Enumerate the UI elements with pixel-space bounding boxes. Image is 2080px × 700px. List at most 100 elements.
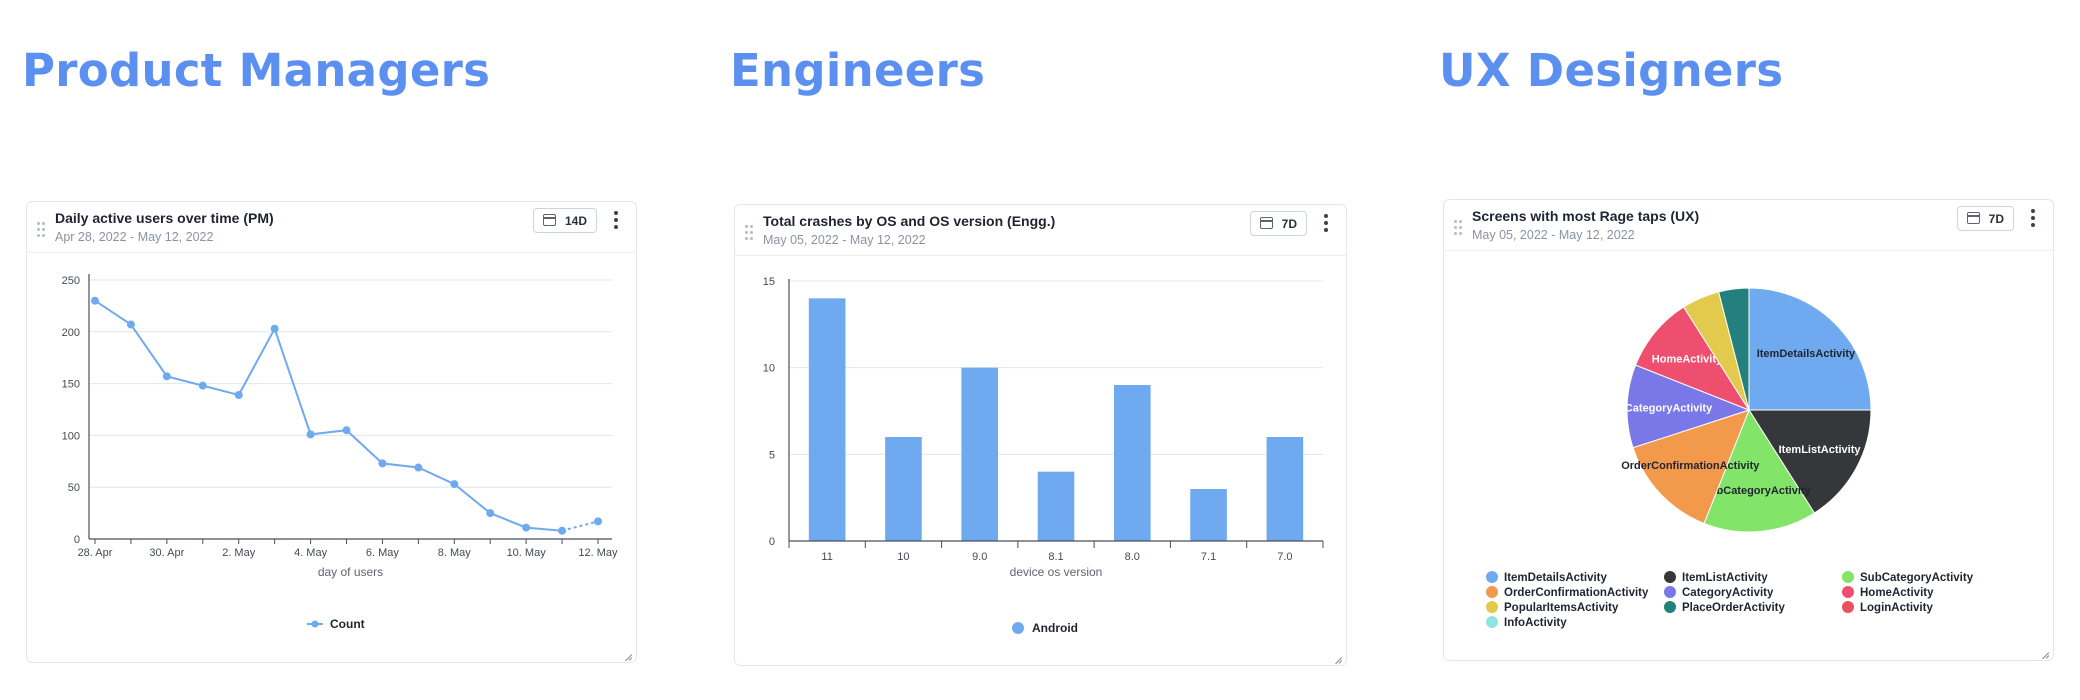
range-7d-button[interactable]: 7D <box>1956 206 2014 231</box>
legend-marker-icon <box>1486 586 1498 598</box>
range-7d-button[interactable]: 7D <box>1249 211 1307 236</box>
range-14d-button[interactable]: 14D <box>532 208 597 233</box>
bar-8.0 <box>1113 385 1151 541</box>
drag-handle-icon[interactable] <box>745 225 755 241</box>
range-label: 7D <box>1281 216 1297 231</box>
legend-marker-icon <box>1486 616 1498 628</box>
bar-7.0 <box>1266 437 1304 541</box>
y-tick-label: 250 <box>62 275 80 287</box>
bar-8.1 <box>1037 471 1075 541</box>
section-title-product-managers: Product Managers <box>22 44 491 97</box>
card-title: Total crashes by OS and OS version (Engg… <box>763 213 1056 229</box>
data-point <box>198 381 207 390</box>
calendar-icon <box>1259 217 1273 229</box>
y-tick-label: 150 <box>62 379 80 391</box>
x-tick-label: 28. Apr <box>78 547 113 559</box>
pie-slice-label: OrderConfirmationActivity <box>1621 460 1760 472</box>
pie-slice-label: CategoryActivity <box>1625 402 1713 414</box>
x-tick-label: 12. May <box>578 547 618 559</box>
x-tick-label: 6. May <box>366 547 400 559</box>
y-tick-label: 50 <box>68 482 80 494</box>
x-tick-label: 8.1 <box>1048 551 1063 563</box>
card-date-range: May 05, 2022 - May 12, 2022 <box>763 233 926 247</box>
y-tick-label: 100 <box>62 430 80 442</box>
pie-chart: ItemDetailsActivity ItemListActivity SubCa… <box>1486 287 1974 629</box>
card-header: Total crashes by OS and OS version (Engg… <box>735 205 1346 256</box>
data-point <box>414 463 423 472</box>
x-tick-label: 10. May <box>507 547 547 559</box>
y-tick-label: 0 <box>74 534 80 546</box>
series-line-dashed-segment <box>561 520 599 532</box>
card-title: Daily active users over time (PM) <box>55 210 274 226</box>
pie-slice-CategoryActivity <box>1626 364 1751 449</box>
bar-9.0 <box>961 367 999 541</box>
data-point <box>91 296 99 305</box>
card-title: Screens with most Rage taps (UX) <box>1472 208 1700 224</box>
legend-marker-icon <box>311 620 319 628</box>
data-point <box>486 509 495 518</box>
x-tick-label: 8.0 <box>1125 551 1140 563</box>
legend-label: ItemListActivity <box>1682 572 1768 584</box>
more-options-icon[interactable] <box>2027 208 2039 230</box>
x-tick-label: 2. May <box>222 547 256 559</box>
legend-label: InfoActivity <box>1504 617 1567 629</box>
more-options-icon[interactable] <box>610 210 622 232</box>
legend-label: CategoryActivity <box>1682 587 1774 599</box>
legend-label: ItemDetailsActivity <box>1504 572 1608 584</box>
resize-handle-icon[interactable] <box>623 649 632 658</box>
card-header: Daily active users over time (PM) Apr 28… <box>27 202 636 253</box>
data-point <box>126 320 135 329</box>
drag-handle-icon[interactable] <box>1454 220 1464 236</box>
legend-label: Android <box>1032 621 1078 635</box>
pie-slice-label: HomeActivity <box>1652 354 1723 366</box>
x-tick-label: 30. Apr <box>149 547 184 559</box>
legend-marker-icon <box>1842 586 1854 598</box>
drag-handle-icon[interactable] <box>37 222 47 238</box>
resize-handle-icon[interactable] <box>2040 647 2049 656</box>
data-point <box>270 324 279 333</box>
card-total-crashes: Total crashes by OS and OS version (Engg… <box>734 204 1347 666</box>
legend-marker-icon <box>1842 601 1854 613</box>
legend-label: PlaceOrderActivity <box>1682 602 1786 614</box>
series-line-count <box>94 299 563 532</box>
pie-slice-label: ItemDetailsActivity <box>1757 348 1856 360</box>
x-axis-title: day of users <box>318 565 383 579</box>
bar-10 <box>885 437 922 541</box>
data-point <box>342 426 351 435</box>
legend-marker-icon <box>1486 571 1498 583</box>
data-point <box>558 526 567 535</box>
y-tick-label: 10 <box>763 363 775 375</box>
line-chart: 0 50 100 150 200 250 28. Apr 30. Apr 2. May 4. Ma… <box>62 274 618 631</box>
resize-handle-icon[interactable] <box>1333 652 1342 661</box>
card-header: Screens with most Rage taps (UX) May 05,… <box>1444 200 2053 251</box>
legend-marker-icon <box>1012 622 1024 634</box>
y-tick-label: 200 <box>62 327 80 339</box>
data-point <box>306 430 315 439</box>
legend-marker-icon <box>1486 601 1498 613</box>
data-point <box>378 459 387 468</box>
card-date-range: May 05, 2022 - May 12, 2022 <box>1472 228 1635 242</box>
pie-slice-ItemListActivity <box>1748 409 1872 514</box>
section-title-ux-designers: UX Designers <box>1439 44 1784 97</box>
data-point <box>450 480 459 489</box>
pie-slice-label: SubCategoryActivity <box>1702 485 1811 497</box>
card-daily-active-users: Daily active users over time (PM) Apr 28… <box>26 201 637 663</box>
section-title-engineers: Engineers <box>730 44 986 97</box>
card-date-range: Apr 28, 2022 - May 12, 2022 <box>55 230 214 244</box>
data-point <box>522 523 531 532</box>
bar-chart: 0 5 10 15 11 10 9.0 8.1 8.0 7.1 7.0 device os versi… <box>763 276 1324 635</box>
legend-label: HomeActivity <box>1860 587 1934 599</box>
range-label: 7D <box>1988 211 2004 226</box>
pie-slice-SubCategoryActivity <box>1703 408 1816 533</box>
legend-marker-icon <box>1664 571 1676 583</box>
x-tick-label: 10 <box>897 551 909 563</box>
legend-label: LoginActivity <box>1860 602 1933 614</box>
calendar-icon <box>1966 212 1980 224</box>
x-tick-label: 9.0 <box>972 551 987 563</box>
legend-marker-icon <box>1664 586 1676 598</box>
pie-slice-label: ItemListActivity <box>1779 444 1862 456</box>
range-label: 14D <box>564 213 587 228</box>
x-tick-label: 7.1 <box>1201 551 1216 563</box>
data-point <box>234 390 243 399</box>
more-options-icon[interactable] <box>1320 213 1332 235</box>
